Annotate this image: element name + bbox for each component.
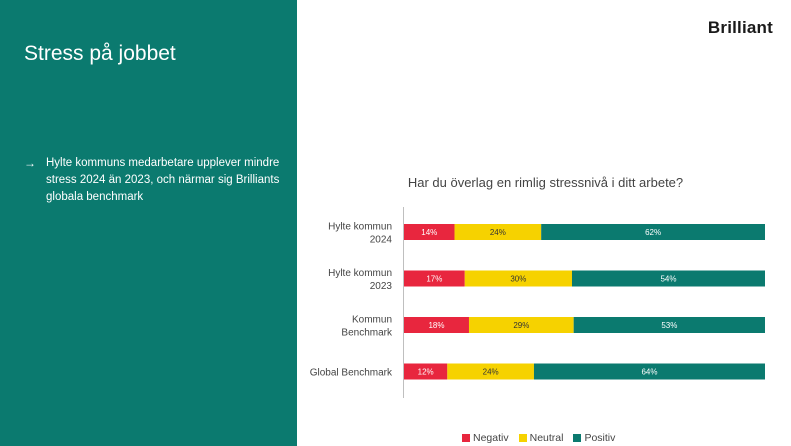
chart-title: Har du överlag en rimlig stressnivå i di… [407,175,684,190]
bar-segment-neutral [454,224,542,240]
data-label: 14% [421,228,437,237]
bar-segment-negativ [404,224,455,240]
bar-segment-negativ [404,363,448,380]
legend-label-neutral: Neutral [529,432,564,444]
legend-item-negativ: Negativ [462,432,509,444]
bar-segment-positiv [571,270,765,287]
legend-swatch-negativ [462,434,470,442]
bar-segment-negativ [404,317,469,333]
legend-item-positiv: Positiv [573,432,615,444]
bar-segment-neutral [468,317,574,333]
category-label: Hylte kommun 2024 [328,222,392,246]
category-label: Kommun Benchmark [341,315,393,339]
category-label: Hylte kommun 2023 [328,268,392,292]
bar-segment-positiv [533,363,765,380]
data-label: 17% [426,275,442,284]
page-title: Stress på jobbet [24,42,176,65]
legend-label-positiv: Positiv [584,432,616,444]
chart-legend: Negativ Neutral Positiv [462,432,615,444]
legend-item-neutral: Neutral [518,432,564,444]
data-label: 29% [513,321,529,330]
bar-segment-positiv [541,224,765,240]
bullet-point: → Hylte kommuns medarbetare upplever min… [24,155,286,206]
legend-swatch-neutral [518,434,527,442]
data-label: 62% [645,228,661,237]
data-label: 12% [418,368,434,377]
legend-swatch-positiv [573,434,582,442]
data-label: 30% [510,275,526,284]
bar-segment-negativ [404,270,465,287]
bar-segment-neutral [464,270,572,287]
arrow-right-icon: → [24,156,36,170]
category-label: Global Benchmark [310,368,393,379]
data-label: 18% [428,321,444,330]
data-label: 64% [641,368,657,377]
bar-segment-neutral [447,363,534,380]
brand-logo: Brilliant [707,18,773,37]
left-panel: Stress på jobbet → Hylte kommuns medarbe… [0,0,297,446]
data-label: 53% [661,321,677,330]
stacked-bar-chart: Hylte kommun 2024 14% 24% 62% Hylte kommun 202… [310,207,765,398]
data-label: 24% [483,368,499,377]
data-label: 54% [660,275,676,284]
bar-segment-positiv [573,317,765,333]
legend-label-negativ: Negativ [473,432,509,444]
data-label: 24% [490,228,506,237]
bullet-text: Hylte kommuns medarbetare upplever mindr… [46,157,280,203]
